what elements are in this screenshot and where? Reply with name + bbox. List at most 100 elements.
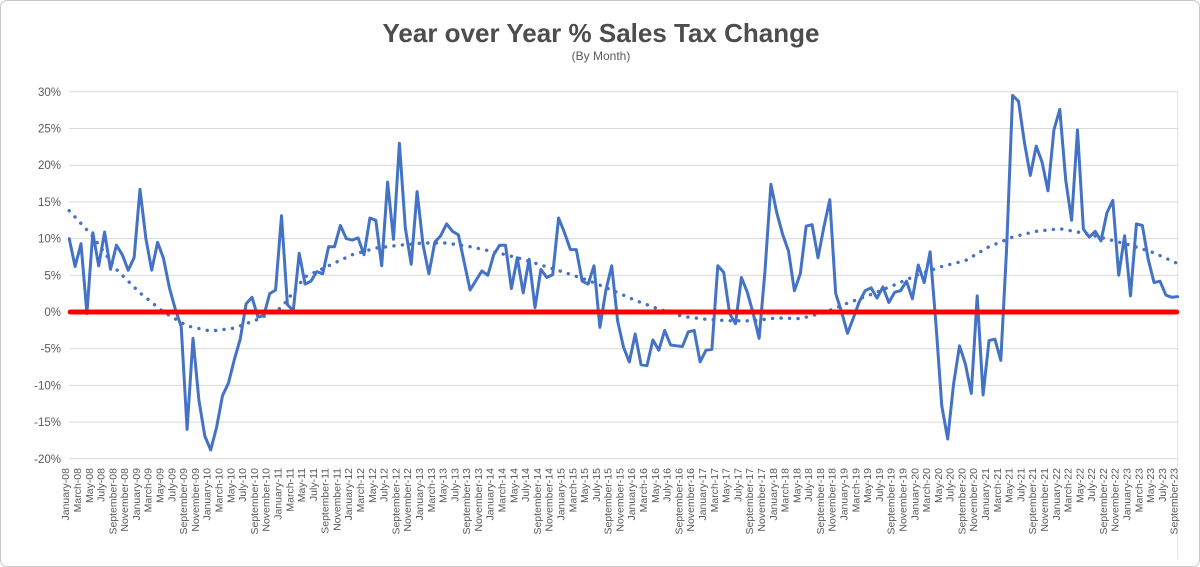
y-tick-label: 0% — [44, 307, 61, 319]
x-tick-label: July-11 — [308, 468, 320, 501]
x-tick-label: May-19 — [862, 468, 874, 503]
x-tick-label: March-10 — [214, 468, 226, 513]
x-tick-label: November-17 — [756, 468, 768, 532]
x-tick-label: July-16 — [662, 468, 674, 502]
y-tick-label: 15% — [38, 197, 61, 209]
x-tick-label: March-14 — [497, 468, 509, 513]
x-tick-label: July-18 — [803, 468, 815, 502]
x-tick-label: September-15 — [603, 468, 615, 535]
x-tick-label: May-17 — [721, 468, 733, 503]
x-tick-label: July-21 — [1015, 468, 1027, 502]
y-axis-labels: 30% 25% 20% 15% 10% 5% 0% -5% -10% -15% -20% — [34, 87, 61, 466]
x-tick-label: May-21 — [1004, 468, 1016, 503]
x-tick-label: September-20 — [956, 468, 968, 535]
x-tick-label: November-22 — [1110, 468, 1122, 532]
x-tick-label: January-10 — [202, 468, 214, 521]
y-tick-label: 20% — [38, 160, 61, 172]
x-tick-label: November-10 — [261, 468, 273, 532]
chart-title: Year over Year % Sales Tax Change — [383, 18, 820, 48]
x-tick-label: November-19 — [897, 468, 909, 532]
x-tick-label: September-18 — [815, 468, 827, 535]
x-tick-label: September-23 — [1169, 468, 1181, 535]
x-tick-label: May-20 — [933, 468, 945, 503]
x-tick-label: January-09 — [131, 468, 143, 521]
x-tick-label: January-18 — [768, 468, 780, 521]
x-tick-label: January-20 — [909, 468, 921, 521]
x-tick-label: January-21 — [980, 468, 992, 521]
trend-dotted-line — [67, 209, 1180, 333]
x-tick-label: November-21 — [1039, 468, 1051, 532]
y-tick-label: -5% — [41, 344, 61, 356]
x-tick-label: September-13 — [461, 468, 473, 535]
x-axis-labels: January-08 March-08 May-08 July-08 September… — [60, 468, 1181, 535]
x-tick-label: March-11 — [284, 468, 296, 512]
x-tick-label: January-11 — [272, 468, 284, 520]
chart-subtitle: (By Month) — [572, 49, 631, 63]
x-tick-label: May-16 — [650, 468, 662, 503]
x-tick-label: March-12 — [355, 468, 367, 513]
x-tick-label: January-23 — [1122, 468, 1134, 521]
x-tick-label: January-19 — [839, 468, 851, 521]
x-tick-label: May-15 — [579, 468, 591, 503]
x-tick-label: November-15 — [614, 468, 626, 532]
x-tick-label: March-13 — [426, 468, 438, 513]
x-tick-label: September-09 — [178, 468, 190, 535]
x-tick-label: July-08 — [96, 468, 108, 502]
x-tick-label: September-12 — [390, 468, 402, 535]
x-tick-label: November-11 — [331, 468, 343, 531]
x-tick-label: November-14 — [544, 468, 556, 532]
x-tick-label: September-17 — [744, 468, 756, 535]
x-tick-label: November-20 — [968, 468, 980, 532]
x-tick-label: January-14 — [485, 468, 497, 521]
x-tick-label: March-19 — [850, 468, 862, 513]
series-layer — [67, 94, 1180, 452]
x-tick-label: November-12 — [402, 468, 414, 532]
x-tick-label: January-12 — [343, 468, 355, 521]
x-tick-label: May-12 — [367, 468, 379, 503]
y-tick-label: -15% — [34, 417, 61, 429]
x-tick-label: January-15 — [555, 468, 567, 521]
yoy-series-line — [67, 94, 1180, 452]
x-tick-label: September-16 — [673, 468, 685, 535]
x-tick-label: September-19 — [886, 468, 898, 535]
x-tick-label: July-22 — [1086, 468, 1098, 502]
x-tick-label: July-14 — [520, 468, 532, 502]
x-tick-label: March-21 — [992, 468, 1004, 513]
x-tick-label: March-15 — [567, 468, 579, 513]
y-tick-label: -10% — [34, 380, 61, 392]
x-tick-label: July-15 — [591, 468, 603, 502]
x-tick-label: November-18 — [827, 468, 839, 532]
x-tick-label: July-12 — [379, 468, 391, 502]
x-tick-label: March-09 — [143, 468, 155, 513]
x-tick-label: May-23 — [1145, 468, 1157, 503]
x-tick-label: July-19 — [874, 468, 886, 502]
y-tick-label: 25% — [38, 124, 61, 136]
x-tick-label: November-08 — [119, 468, 131, 532]
y-tick-label: -20% — [34, 454, 61, 466]
x-tick-label: January-16 — [626, 468, 638, 521]
x-tick-label: March-20 — [921, 468, 933, 513]
x-tick-label: September-14 — [532, 468, 544, 535]
x-tick-label: March-08 — [72, 468, 84, 513]
gridlines — [69, 91, 1179, 559]
y-tick-label: 10% — [38, 234, 61, 246]
x-tick-label: March-23 — [1133, 468, 1145, 513]
x-tick-label: July-23 — [1157, 468, 1169, 502]
x-tick-label: November-16 — [685, 468, 697, 532]
x-tick-label: May-22 — [1074, 468, 1086, 503]
x-tick-label: September-21 — [1027, 468, 1039, 535]
x-tick-label: May-18 — [791, 468, 803, 503]
x-tick-label: March-17 — [709, 468, 721, 513]
x-tick-label: March-22 — [1063, 468, 1075, 513]
x-tick-label: May-11 — [296, 468, 308, 502]
x-tick-label: September-11 — [320, 468, 332, 534]
x-tick-label: November-13 — [473, 468, 485, 532]
x-tick-label: May-14 — [508, 468, 520, 503]
x-tick-label: May-13 — [438, 468, 450, 503]
x-tick-label: September-10 — [249, 468, 261, 535]
x-tick-label: July-09 — [166, 468, 178, 502]
y-tick-label: 30% — [38, 87, 61, 99]
x-tick-label: May-08 — [84, 468, 96, 503]
